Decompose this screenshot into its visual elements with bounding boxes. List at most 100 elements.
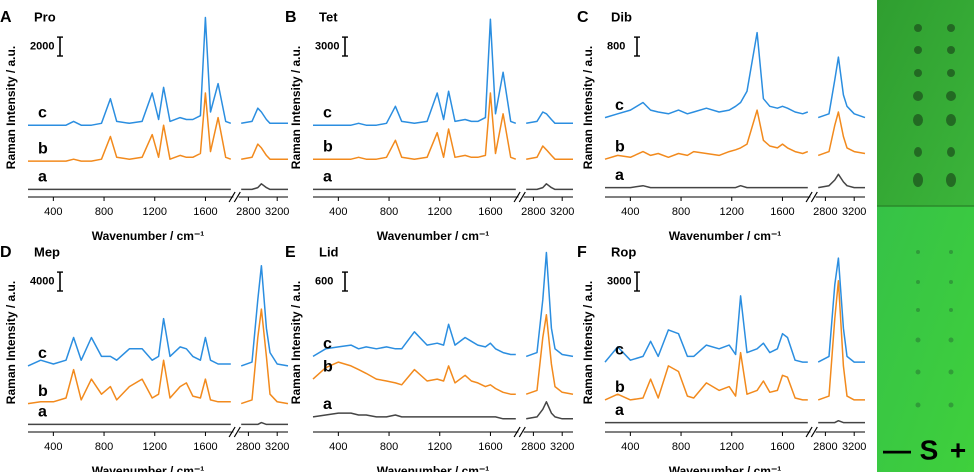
panel-letter: A — [0, 9, 12, 26]
x-tick-label: 3200 — [265, 441, 289, 453]
photo-label-minus: — — [883, 434, 911, 465]
panel: 400 800 1200 1600 2800 3200 Wavenumber / cm⁻¹ R… — [285, 244, 574, 472]
x-tick-label: 1600 — [478, 441, 502, 453]
x-tick-label: 800 — [672, 441, 690, 453]
spectrum — [525, 251, 574, 358]
spectrum — [28, 92, 232, 162]
axis-break — [810, 191, 818, 203]
series-label: b — [38, 383, 48, 400]
x-tick-label: 3200 — [550, 206, 574, 218]
axis-break — [233, 426, 241, 438]
scale-bar-label: 2000 — [30, 40, 54, 52]
panel-title: Lid — [319, 244, 339, 259]
x-tick-label: 800 — [95, 441, 113, 453]
photo-bottom — [877, 206, 974, 472]
axis-break — [518, 191, 526, 203]
x-axis-label: Wavenumber / cm⁻¹ — [377, 464, 490, 472]
panel: 400 800 1200 1600 2800 3200 Wavenumber / cm⁻¹ R… — [285, 9, 574, 243]
x-tick-label: 3200 — [265, 206, 289, 218]
x-tick-label: 1600 — [770, 206, 794, 218]
scale-bar-label: 800 — [607, 40, 625, 52]
x-tick-label: 1200 — [720, 441, 744, 453]
series-label: c — [38, 345, 47, 362]
axis-break — [513, 426, 521, 438]
spectrum — [526, 145, 573, 160]
spectrum — [526, 111, 573, 125]
panel-letter: E — [285, 244, 296, 261]
panel-title: Mep — [34, 244, 60, 259]
x-tick-label: 3200 — [842, 206, 866, 218]
x-tick-label: 800 — [95, 206, 113, 218]
spectrum — [818, 173, 865, 189]
x-tick-label: 2800 — [813, 441, 837, 453]
series-label: a — [38, 404, 47, 421]
panel: 400 800 1200 1600 2800 3200 Wavenumber / cm⁻¹ R… — [0, 9, 289, 243]
axis-break — [810, 426, 818, 438]
spectrum — [525, 314, 574, 395]
x-tick-label: 400 — [329, 206, 347, 218]
spectrum — [605, 184, 808, 189]
axis-break — [513, 191, 521, 203]
y-axis-label: Raman Intensity / a.u. — [581, 46, 595, 169]
x-tick-label: 2800 — [813, 206, 837, 218]
spectrum — [312, 361, 516, 395]
axis-break — [228, 191, 236, 203]
series-label: b — [615, 138, 625, 155]
x-tick-label: 400 — [44, 441, 62, 453]
panel-title: Tet — [319, 9, 338, 24]
scale-bar-label: 3000 — [607, 275, 631, 287]
spectrum — [240, 308, 289, 405]
spectrum — [604, 109, 809, 160]
spectrum — [817, 257, 865, 363]
axis-break — [805, 426, 813, 438]
x-axis-label: Wavenumber / cm⁻¹ — [669, 464, 782, 472]
axis-break — [518, 426, 526, 438]
spectrum — [241, 183, 288, 191]
spectrum — [604, 31, 809, 119]
spectrum — [27, 359, 231, 405]
series-label: c — [615, 341, 624, 358]
x-tick-label: 2800 — [236, 206, 260, 218]
spectrum — [312, 412, 516, 420]
spectrum — [240, 264, 289, 367]
spectrum — [241, 107, 288, 125]
spectrum — [817, 56, 866, 119]
series-label: b — [323, 358, 333, 375]
spectrum — [817, 111, 866, 157]
x-tick-label: 2800 — [236, 441, 260, 453]
x-axis-label: Wavenumber / cm⁻¹ — [92, 229, 205, 243]
x-tick-label: 2800 — [521, 206, 545, 218]
spectrum — [817, 280, 865, 401]
x-tick-label: 400 — [329, 441, 347, 453]
spots-bottom — [915, 250, 954, 408]
panel-letter: C — [577, 9, 589, 26]
photo: — S + — [877, 0, 974, 472]
spectrum — [604, 351, 808, 401]
y-axis-label: Raman Intensity / a.u. — [581, 281, 595, 404]
x-tick-label: 400 — [621, 441, 639, 453]
x-axis-label: Wavenumber / cm⁻¹ — [669, 229, 782, 243]
x-tick-label: 800 — [672, 206, 690, 218]
scale-bar-label: 3000 — [315, 40, 339, 52]
x-tick-label: 800 — [380, 441, 398, 453]
series-label: a — [323, 396, 332, 413]
series-label: b — [323, 138, 333, 155]
x-axis-label: Wavenumber / cm⁻¹ — [92, 464, 205, 472]
y-axis-label: Raman Intensity / a.u. — [4, 281, 18, 404]
axis-break — [233, 191, 241, 203]
series-label: c — [615, 97, 624, 114]
photo-label-plus: + — [950, 434, 966, 465]
panel-title: Rop — [611, 244, 636, 259]
x-tick-label: 1200 — [720, 206, 744, 218]
panel-letter: D — [0, 244, 12, 261]
spectrum — [604, 295, 808, 363]
x-tick-label: 1200 — [428, 206, 452, 218]
spectrum — [241, 143, 288, 160]
x-tick-label: 400 — [44, 206, 62, 218]
spectrum — [241, 421, 288, 426]
x-tick-label: 3200 — [550, 441, 574, 453]
x-tick-label: 1600 — [478, 206, 502, 218]
scale-bar-label: 4000 — [30, 275, 54, 287]
panel: 400 800 1200 1600 2800 3200 Wavenumber / cm⁻¹ R… — [577, 244, 866, 472]
series-label: b — [38, 140, 48, 157]
